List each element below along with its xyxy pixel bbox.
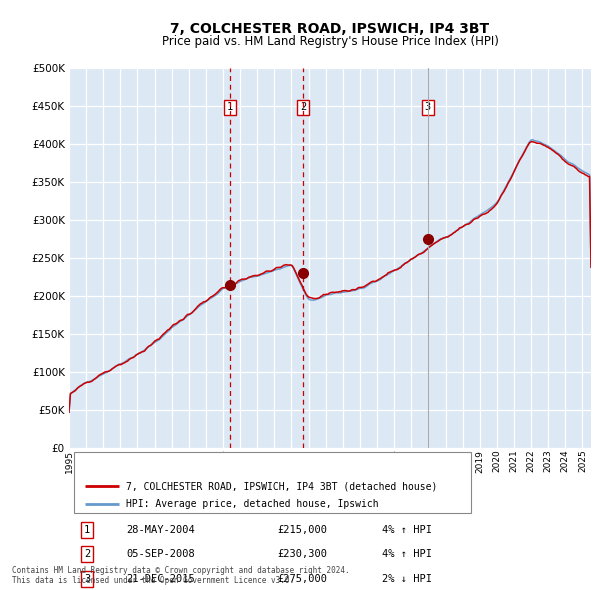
Text: 4% ↑ HPI: 4% ↑ HPI: [382, 525, 432, 535]
Text: HPI: Average price, detached house, Ipswich: HPI: Average price, detached house, Ipsw…: [127, 499, 379, 509]
Text: 28-MAY-2004: 28-MAY-2004: [127, 525, 195, 535]
Text: 4% ↑ HPI: 4% ↑ HPI: [382, 549, 432, 559]
Text: 1: 1: [227, 103, 233, 113]
Text: 1: 1: [84, 525, 91, 535]
Text: 21-DEC-2015: 21-DEC-2015: [127, 573, 195, 584]
Text: 2% ↓ HPI: 2% ↓ HPI: [382, 573, 432, 584]
Text: 7, COLCHESTER ROAD, IPSWICH, IP4 3BT (detached house): 7, COLCHESTER ROAD, IPSWICH, IP4 3BT (de…: [127, 481, 438, 491]
Text: 05-SEP-2008: 05-SEP-2008: [127, 549, 195, 559]
Text: £215,000: £215,000: [278, 525, 328, 535]
Text: 7, COLCHESTER ROAD, IPSWICH, IP4 3BT: 7, COLCHESTER ROAD, IPSWICH, IP4 3BT: [170, 22, 490, 37]
Text: 2: 2: [300, 103, 306, 113]
Text: £230,300: £230,300: [278, 549, 328, 559]
Text: £275,000: £275,000: [278, 573, 328, 584]
Text: Price paid vs. HM Land Registry's House Price Index (HPI): Price paid vs. HM Land Registry's House …: [161, 35, 499, 48]
Text: 3: 3: [84, 573, 91, 584]
Text: 2: 2: [84, 549, 91, 559]
Text: 3: 3: [425, 103, 431, 113]
Bar: [74, 453, 471, 513]
Text: Contains HM Land Registry data © Crown copyright and database right 2024.
This d: Contains HM Land Registry data © Crown c…: [12, 566, 350, 585]
